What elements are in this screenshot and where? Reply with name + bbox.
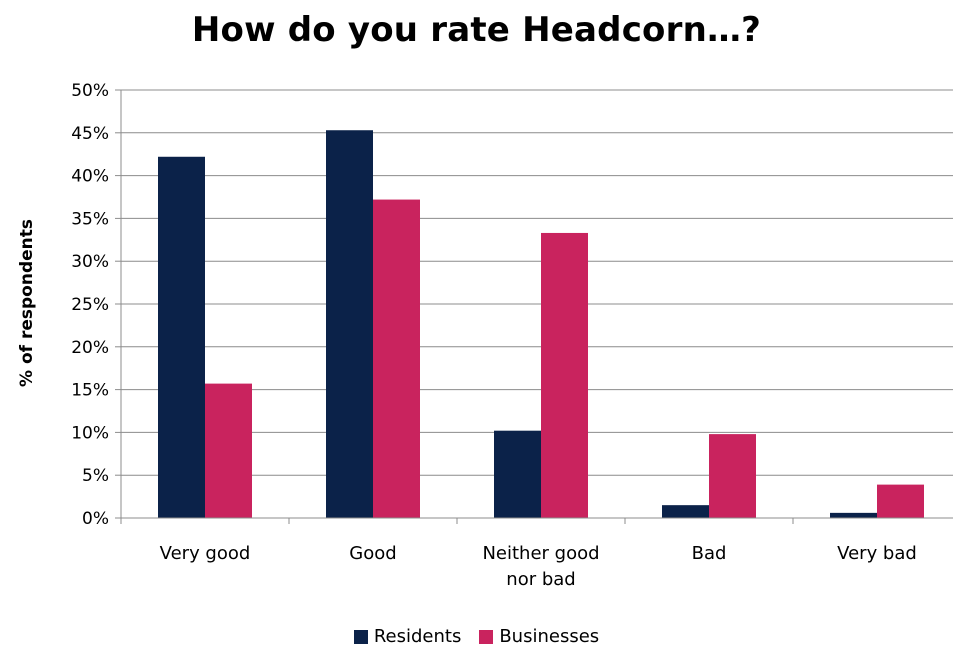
y-tick-label: 40% xyxy=(71,167,109,187)
legend-item-businesses: Businesses xyxy=(479,626,599,647)
y-tick-label: 25% xyxy=(71,295,109,315)
x-tick-label: Neither good nor bad xyxy=(482,543,599,590)
x-tick-labels: Very good Good Neither good nor bad Bad Very … xyxy=(160,543,917,590)
bars xyxy=(158,130,924,518)
y-tick-label: 15% xyxy=(71,381,109,401)
legend-label-businesses: Businesses xyxy=(499,626,600,647)
bar-residents xyxy=(830,512,877,518)
bar-businesses xyxy=(205,383,252,518)
bar-residents xyxy=(662,505,709,518)
y-tick-labels: 0% 5% 10% 15% 20% 25% 30% 35% 40% 45% 50% xyxy=(71,81,109,529)
chart-title: How do you rate Headcorn…? xyxy=(191,10,762,50)
bar-businesses xyxy=(541,232,588,518)
bar-businesses xyxy=(877,484,924,518)
y-tick-label: 20% xyxy=(71,338,109,358)
bar-residents xyxy=(494,430,541,518)
y-tick-label: 50% xyxy=(71,81,109,101)
axes xyxy=(120,90,953,524)
chart: 0% 5% 10% 15% 20% 25% 30% 35% 40% 45% 50% Very goo… xyxy=(17,81,953,590)
bar-businesses xyxy=(373,199,420,518)
legend-swatch-businesses xyxy=(479,629,494,644)
legend-swatch-residents xyxy=(353,629,368,644)
y-tick-label: 45% xyxy=(71,124,109,144)
y-tick-label: 5% xyxy=(82,466,109,486)
legend-label-residents: Residents xyxy=(373,626,462,647)
bar-businesses xyxy=(709,434,756,518)
x-tick-label: Good xyxy=(349,543,396,564)
y-tick-label: 35% xyxy=(71,209,109,229)
y-tick-label: 10% xyxy=(71,423,109,443)
y-tick-label: 0% xyxy=(82,509,109,529)
x-tick-label: Very good xyxy=(160,543,251,564)
bar-residents xyxy=(326,130,373,518)
x-tick-label: Very bad xyxy=(837,543,917,564)
x-tick-label: Bad xyxy=(692,543,727,564)
bar-residents xyxy=(158,156,205,518)
legend-item-residents: Residents xyxy=(353,626,462,647)
y-tick-label: 30% xyxy=(71,252,109,272)
y-axis-title: % of respondents xyxy=(17,219,37,387)
legend: Residents Businesses xyxy=(0,626,953,647)
